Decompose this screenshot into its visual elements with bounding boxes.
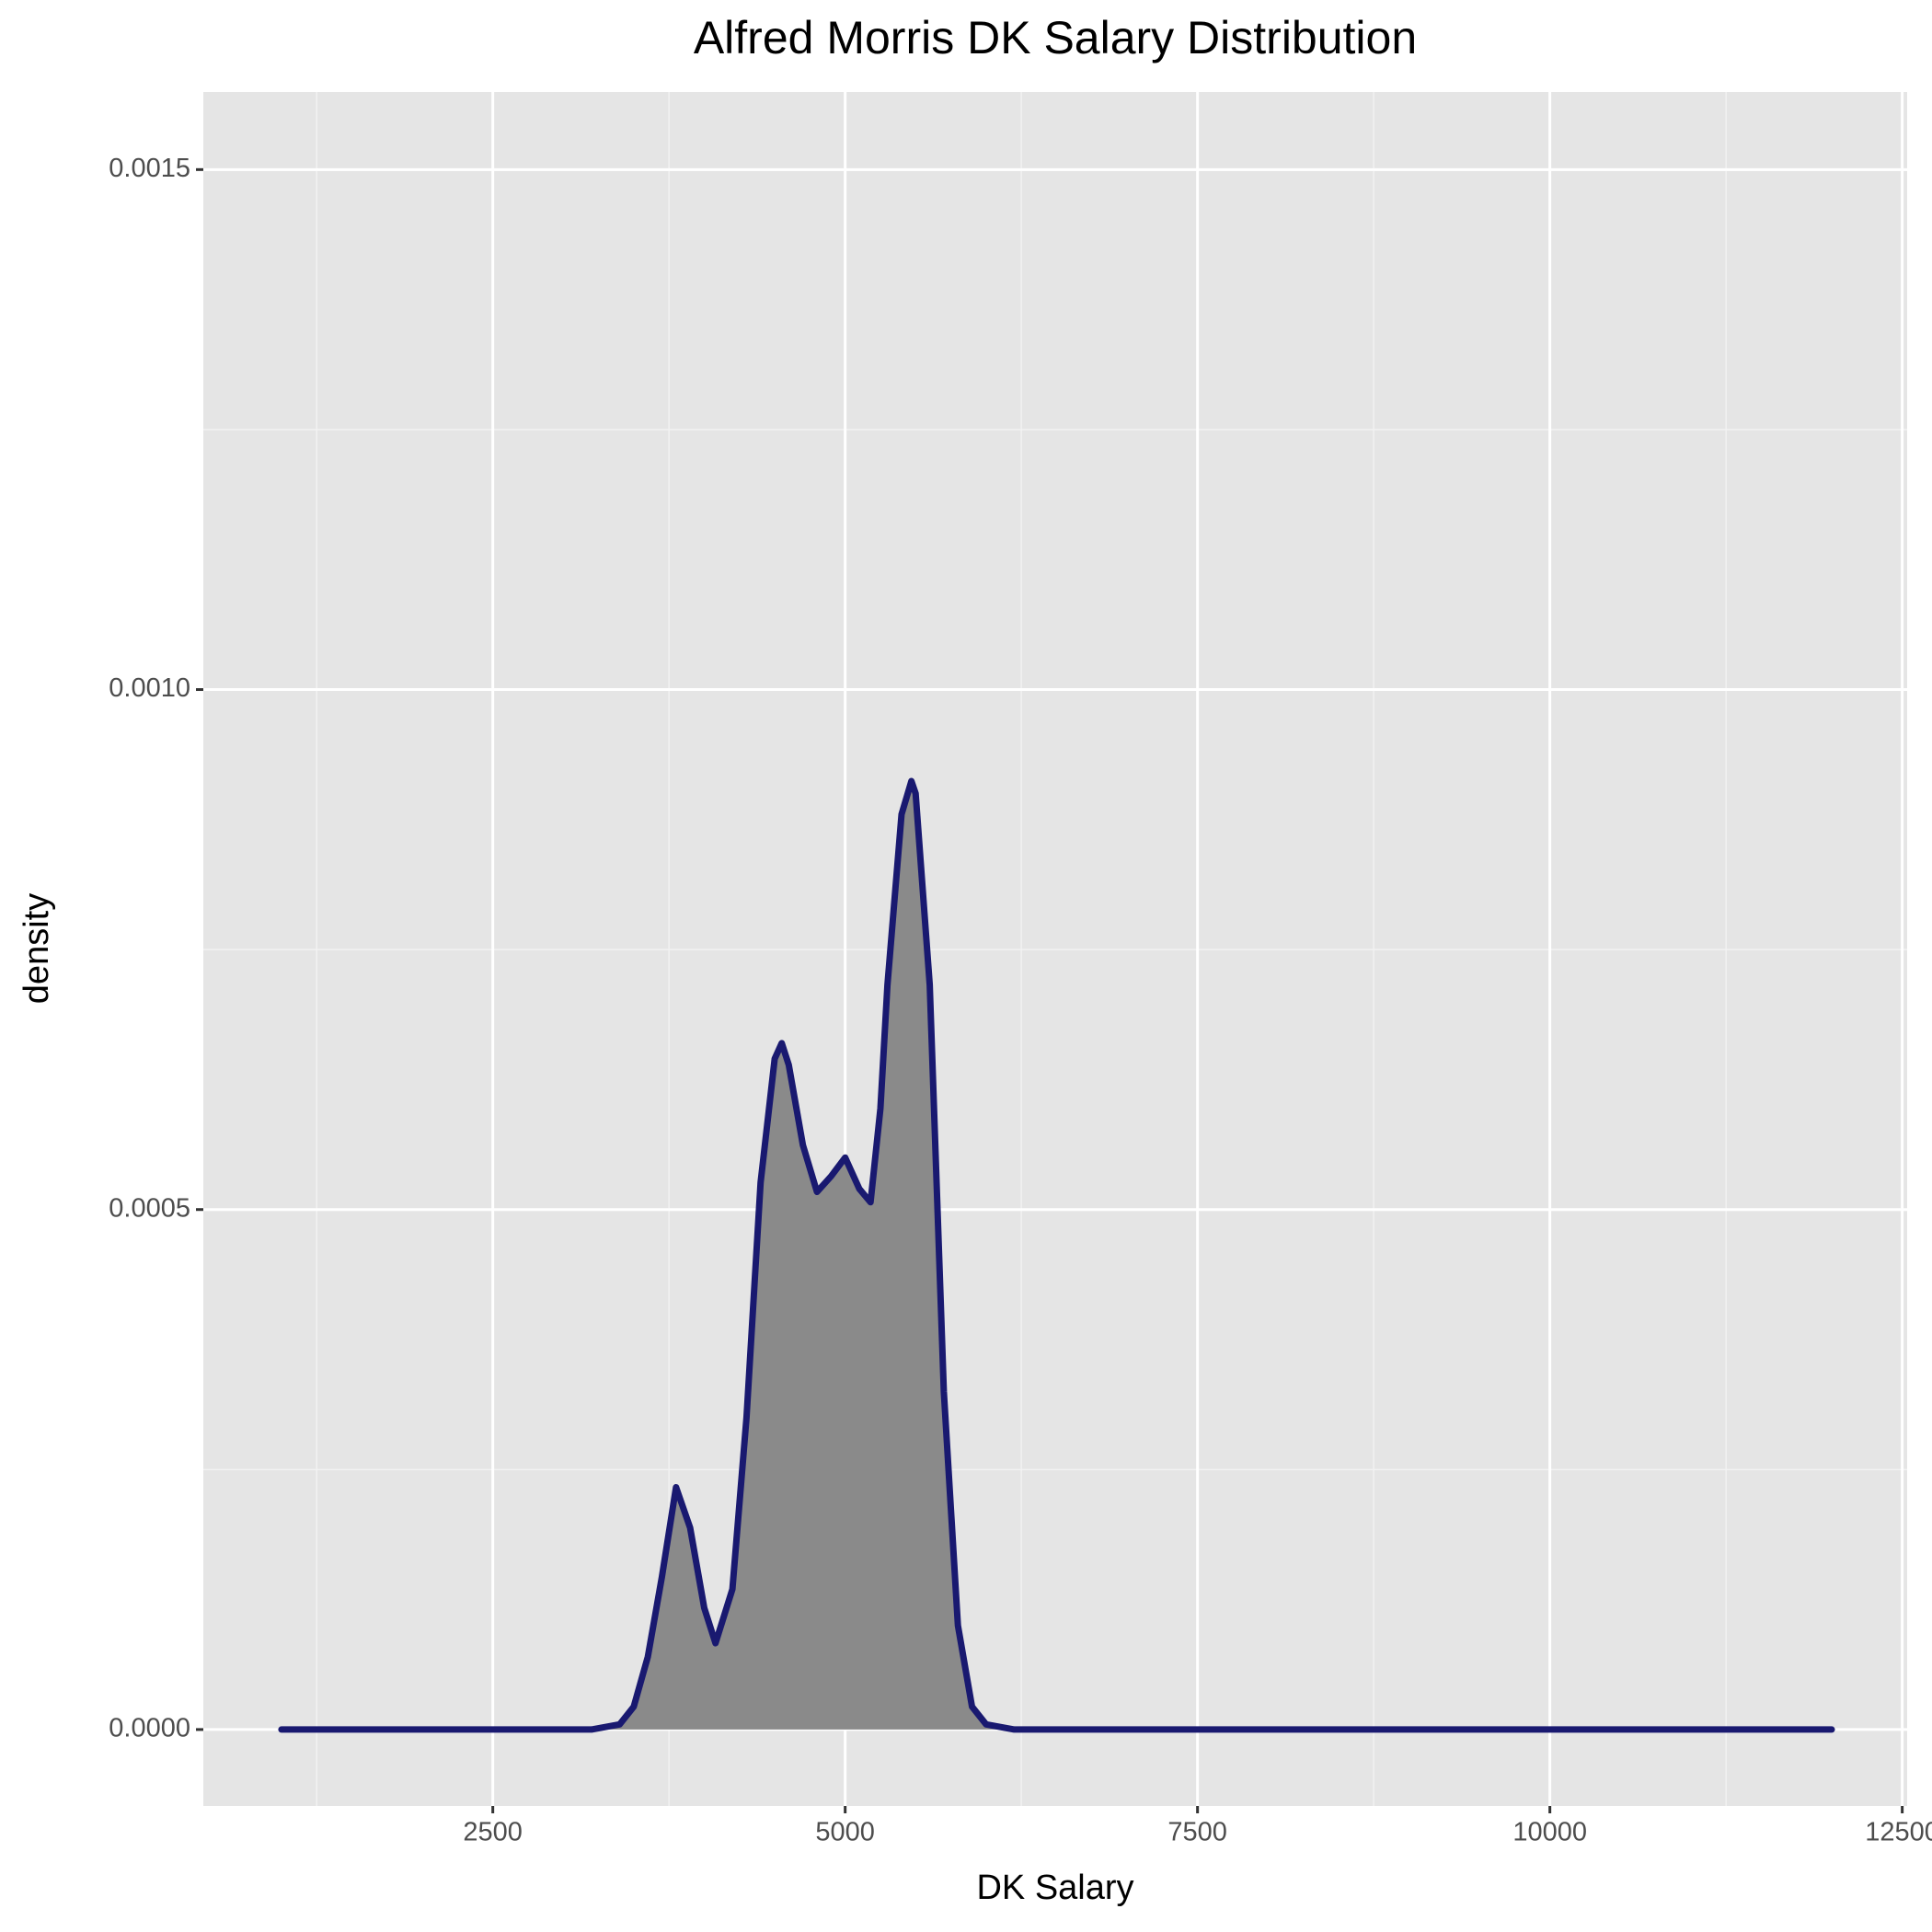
y-tick-label: 0.0010 bbox=[109, 673, 190, 703]
x-tick-label: 2500 bbox=[463, 1818, 523, 1847]
x-axis-title: DK Salary bbox=[976, 1869, 1133, 1907]
y-tick-label: 0.0015 bbox=[109, 154, 190, 183]
y-tick-label: 0.0005 bbox=[109, 1193, 190, 1223]
y-tick-label: 0.0000 bbox=[109, 1714, 190, 1743]
x-tick-label: 5000 bbox=[815, 1818, 875, 1847]
x-tick-label: 12500 bbox=[1865, 1818, 1932, 1847]
x-tick-label: 10000 bbox=[1512, 1818, 1587, 1847]
chart-title: Alfred Morris DK Salary Distribution bbox=[694, 12, 1417, 63]
density-line bbox=[278, 777, 1835, 1733]
y-axis-title: density bbox=[17, 893, 56, 1004]
x-tick-label: 7500 bbox=[1167, 1818, 1227, 1847]
